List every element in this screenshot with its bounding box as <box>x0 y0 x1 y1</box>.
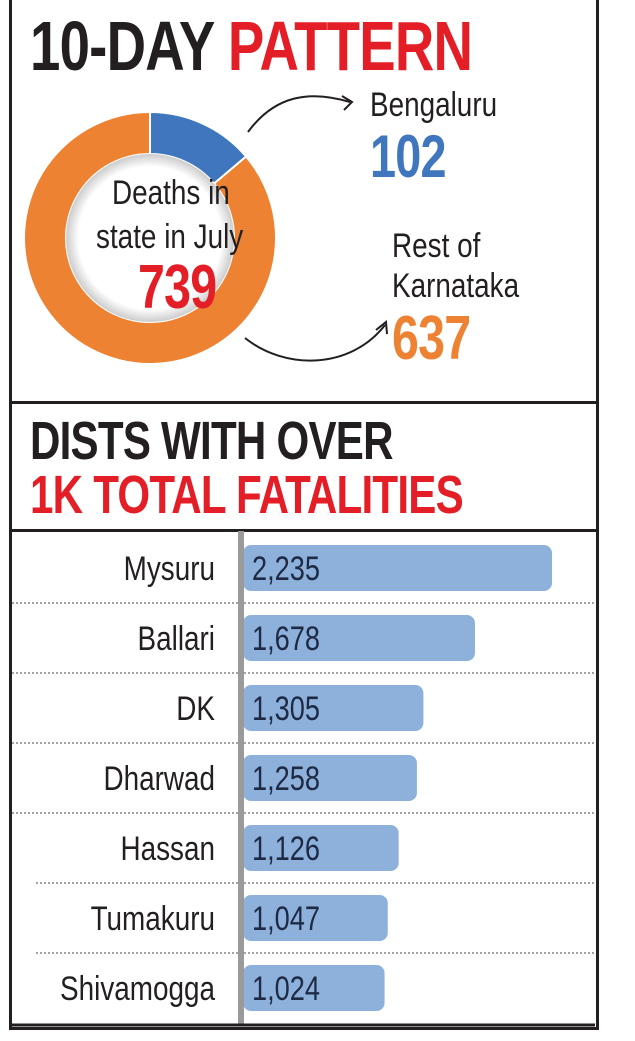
bar-value-label: 1,305 <box>252 689 320 728</box>
bar-ballari <box>243 615 475 661</box>
title-10-day-pattern: 10-DAY PATTERN <box>30 6 473 86</box>
category-label: Hassan <box>121 829 215 867</box>
bengaluru-label: Bengaluru <box>370 86 498 124</box>
category-label: Mysuru <box>124 549 215 587</box>
bar-value-label: 1,024 <box>252 969 320 1008</box>
rest-arrowhead <box>375 320 388 335</box>
center-label-line1: Deaths in <box>112 174 230 212</box>
title-dists-line2: 1K TOTAL FATALITIES <box>30 465 464 525</box>
rest-of-karnataka-value: 637 <box>392 304 471 373</box>
title-dists-line1: DISTS WITH OVER <box>30 411 393 471</box>
bengaluru-arrow <box>247 95 351 133</box>
donut-hole <box>66 154 234 322</box>
bar-value-label: 2,235 <box>252 549 320 588</box>
category-label: Shivamogga <box>60 969 216 1007</box>
donut-chart <box>23 95 388 365</box>
total-deaths: 739 <box>138 253 217 322</box>
section-divider <box>9 401 596 404</box>
bar-dharwad <box>243 755 417 801</box>
bar-dk <box>243 685 424 731</box>
infographic-frame <box>9 0 599 1030</box>
rest-of-karnataka-label: Rest of Karnataka <box>392 227 520 305</box>
category-label: DK <box>176 689 215 727</box>
rest-arrow <box>244 324 386 362</box>
title-red: PATTERN <box>227 7 473 85</box>
bar-hassan <box>243 825 399 871</box>
bengaluru-arrowhead <box>341 95 354 111</box>
bar-tumakuru <box>243 895 388 941</box>
bengaluru-value: 102 <box>370 123 447 190</box>
bar-value-label: 1,678 <box>252 619 320 658</box>
title-dark: 10-DAY <box>30 7 214 85</box>
category-label: Ballari <box>138 619 215 657</box>
category-label: Dharwad <box>103 759 215 797</box>
bar-chart-top-rule <box>9 529 596 532</box>
center-label-line2: state in July <box>96 218 244 256</box>
bar-value-label: 1,258 <box>252 759 320 798</box>
category-label: Tumakuru <box>91 899 215 937</box>
bar-axis <box>238 531 244 1026</box>
bar-mysuru <box>243 545 552 591</box>
bar-value-label: 1,047 <box>252 899 320 938</box>
bar-shivamogga <box>243 965 385 1011</box>
bar-value-label: 1,126 <box>252 829 320 868</box>
